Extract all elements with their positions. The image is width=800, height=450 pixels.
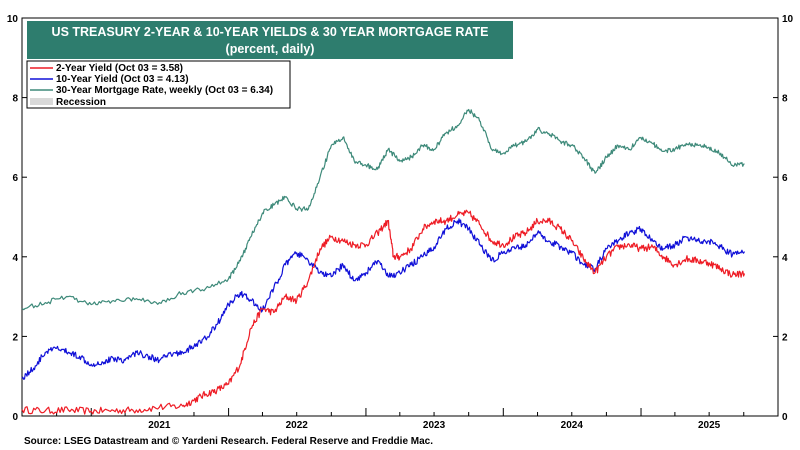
y-tick-label-left: 8 (12, 94, 18, 105)
series-line-0 (21, 209, 746, 415)
legend: 2-Year Yield (Oct 03 = 3.58) 10-Year Yie… (26, 60, 291, 109)
legend-2yr-label: 2-Year Yield (Oct 03 = 3.58) (56, 63, 183, 74)
legend-mortgage-label: 30-Year Mortgage Rate, weekly (Oct 03 = … (56, 85, 273, 96)
y-tick-label-left: 4 (12, 253, 18, 264)
y-axis-left: 0 2 4 6 8 10 (7, 14, 27, 423)
y-tick-label-left: 0 (12, 412, 18, 423)
y-tick-label-right: 10 (782, 14, 794, 25)
y-tick-label-right: 8 (782, 94, 788, 105)
legend-swatch-recession (30, 98, 53, 105)
series-line-1 (21, 218, 746, 380)
y-tick-label-right: 0 (782, 412, 788, 423)
series-line-2 (21, 108, 745, 311)
x-tick-label: 2025 (698, 420, 721, 431)
legend-10yr-label: 10-Year Yield (Oct 03 = 4.13) (56, 74, 189, 85)
x-tick-label: 2022 (286, 420, 309, 431)
x-tick-label: 2021 (148, 420, 171, 431)
y-tick-label-left: 6 (12, 173, 18, 184)
y-tick-label-right: 4 (782, 253, 788, 264)
chart-subtitle: (percent, daily) (226, 42, 315, 56)
legend-box (26, 60, 291, 109)
title-box: US TREASURY 2-YEAR & 10-YEAR YIELDS & 30… (27, 21, 513, 59)
x-tick-label: 2023 (423, 420, 446, 431)
series-layer (21, 108, 746, 415)
title-background (27, 21, 513, 59)
x-axis: 2021 2022 2023 2024 2025 (56, 408, 745, 431)
y-tick-label-right: 2 (782, 332, 788, 343)
y-tick-label-left: 2 (12, 332, 18, 343)
y-tick-label-left: 10 (7, 14, 19, 25)
source-note: Source: LSEG Datastream and © Yardeni Re… (24, 436, 433, 447)
legend-recession-label: Recession (56, 97, 106, 108)
x-tick-label: 2024 (561, 420, 584, 431)
y-axis-right: 0 2 4 6 8 10 (773, 14, 794, 423)
chart-title: US TREASURY 2-YEAR & 10-YEAR YIELDS & 30… (52, 25, 489, 39)
y-tick-label-right: 6 (782, 173, 788, 184)
